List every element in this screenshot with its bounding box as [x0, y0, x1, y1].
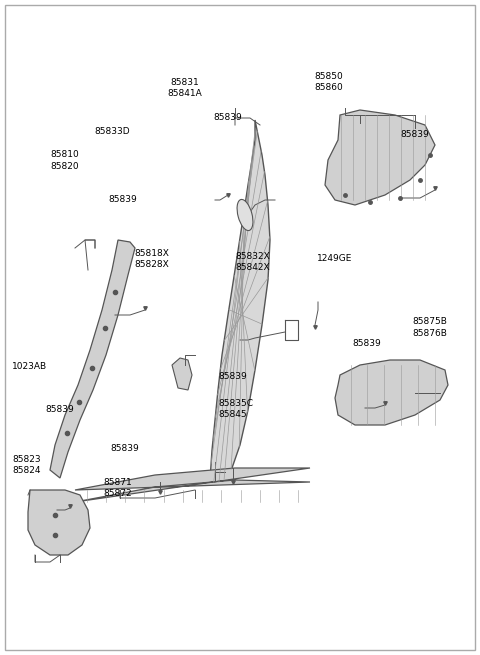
Polygon shape	[50, 240, 135, 478]
Text: 85839: 85839	[218, 372, 247, 381]
Text: 85839: 85839	[214, 113, 242, 122]
Text: 85833D: 85833D	[94, 126, 130, 136]
Text: 85839: 85839	[401, 130, 430, 139]
Polygon shape	[28, 490, 90, 555]
Text: 85835C
85845: 85835C 85845	[218, 400, 253, 419]
Text: 85839: 85839	[110, 444, 139, 453]
Text: 85810
85820: 85810 85820	[50, 151, 79, 170]
Ellipse shape	[237, 199, 253, 231]
Text: 85823
85824: 85823 85824	[12, 455, 41, 475]
Text: 85875B
85876B: 85875B 85876B	[413, 318, 448, 337]
Polygon shape	[325, 110, 435, 205]
Text: 85839: 85839	[353, 339, 382, 348]
Text: 85839: 85839	[46, 405, 74, 414]
Text: 85832X
85842X: 85832X 85842X	[235, 252, 270, 272]
Text: 85818X
85828X: 85818X 85828X	[134, 249, 169, 269]
Polygon shape	[172, 358, 192, 390]
Polygon shape	[335, 360, 448, 425]
Text: 1249GE: 1249GE	[317, 254, 352, 263]
Text: 85839: 85839	[108, 195, 137, 204]
Text: 85871
85872: 85871 85872	[103, 478, 132, 498]
Text: 85850
85860: 85850 85860	[314, 72, 343, 92]
Polygon shape	[75, 468, 310, 502]
Text: 85831
85841A: 85831 85841A	[168, 79, 202, 98]
Polygon shape	[210, 120, 270, 483]
Text: 1023AB: 1023AB	[12, 362, 47, 371]
